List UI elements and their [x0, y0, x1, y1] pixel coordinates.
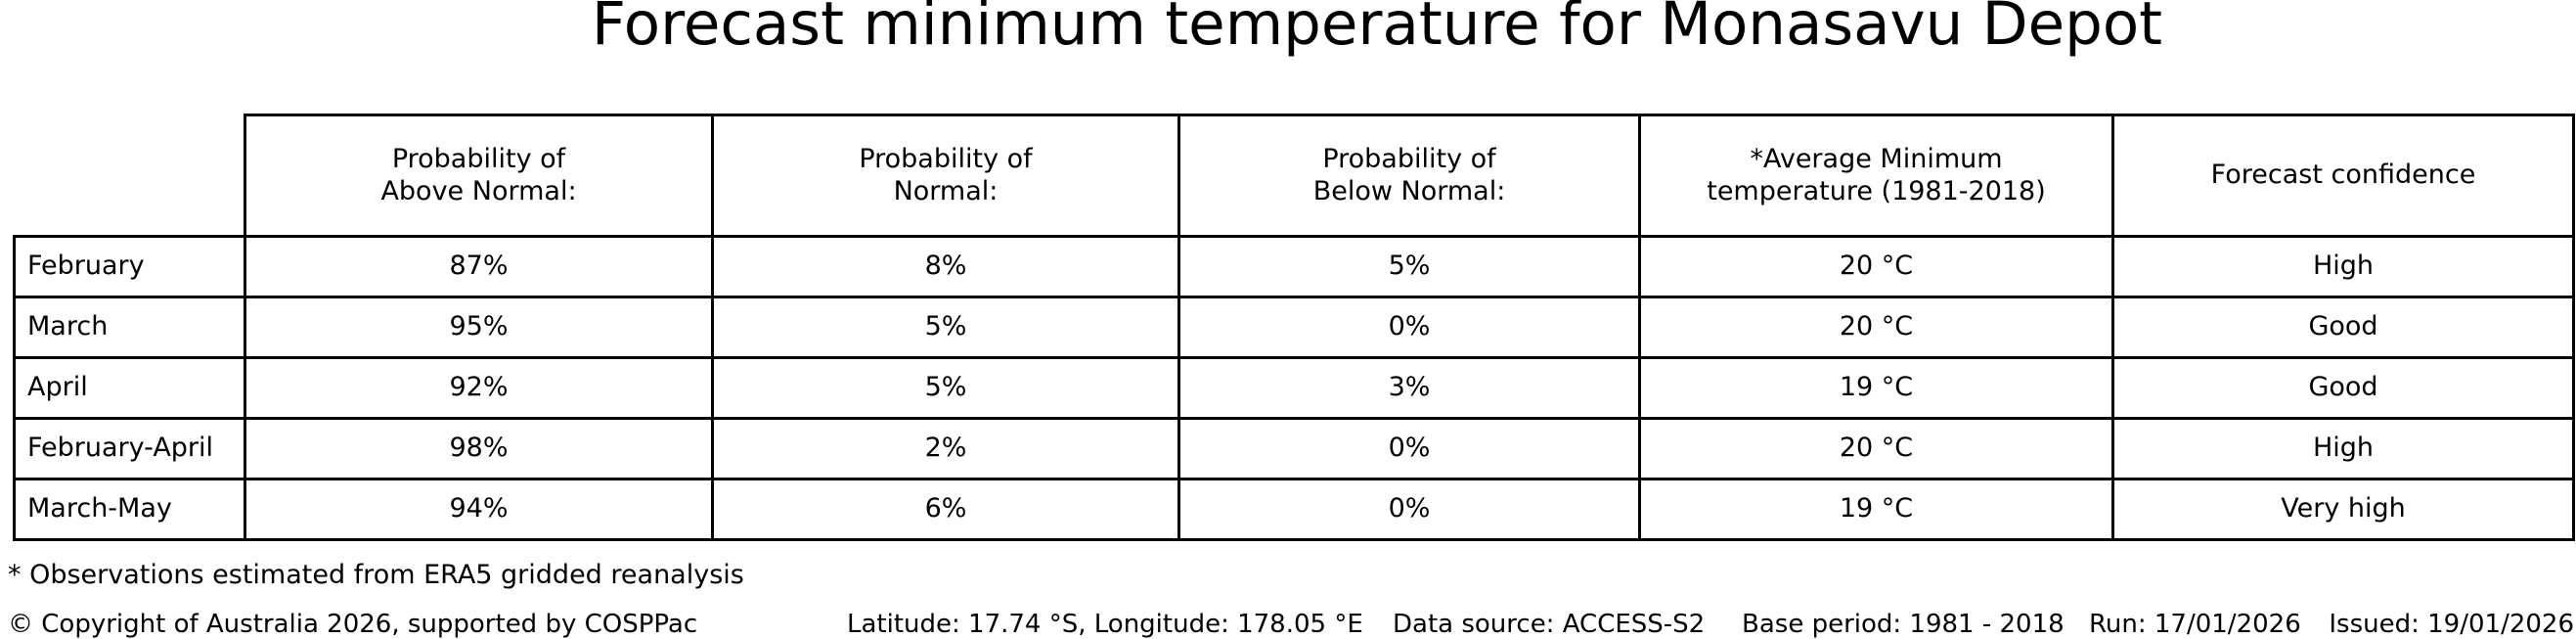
cell-forecast-confidence: Good: [2111, 356, 2575, 420]
table-row-february: February 87% 8% 5% 20 °C High: [13, 235, 2575, 298]
cell-average-minimum: 19 °C: [1638, 478, 2114, 541]
column-header-forecast-confidence: Forecast confidence: [2111, 114, 2575, 238]
row-label: February-April: [13, 417, 246, 480]
cell-normal: 5%: [711, 356, 1180, 420]
cell-below-normal: 0%: [1177, 417, 1641, 480]
run-date-label: Run: 17/01/2026: [2089, 610, 2301, 639]
base-period-label: Base period: 1981 - 2018: [1742, 610, 2065, 639]
cell-below-normal: 3%: [1177, 356, 1641, 420]
table-row-february-april: February-April 98% 2% 0% 20 °C High: [13, 417, 2575, 480]
issued-date-label: Issued: 19/01/2026: [2329, 610, 2574, 639]
cell-above-normal: 92%: [244, 356, 714, 420]
table-row-march-may: March-May 94% 6% 0% 19 °C Very high: [13, 478, 2575, 541]
cell-forecast-confidence: High: [2111, 417, 2575, 480]
cell-above-normal: 94%: [244, 478, 714, 541]
forecast-table: Probability of Above Normal: Probability…: [13, 114, 2575, 541]
table-header-row: Probability of Above Normal: Probability…: [15, 114, 2575, 238]
cell-below-normal: 0%: [1177, 296, 1641, 359]
cell-normal: 5%: [711, 296, 1180, 359]
cell-above-normal: 95%: [244, 296, 714, 359]
page-title: Forecast minimum temperature for Monasav…: [591, 0, 2163, 59]
data-source-label: Data source: ACCESS-S2: [1393, 610, 1706, 639]
cell-above-normal: 87%: [244, 235, 714, 298]
row-label: February: [13, 235, 246, 298]
cell-normal: 8%: [711, 235, 1180, 298]
cell-average-minimum: 20 °C: [1638, 417, 2114, 480]
cell-normal: 6%: [711, 478, 1180, 541]
cell-forecast-confidence: Very high: [2111, 478, 2575, 541]
corner-cell: [15, 115, 245, 237]
cell-forecast-confidence: Good: [2111, 296, 2575, 359]
cell-normal: 2%: [711, 417, 1180, 480]
cell-below-normal: 5%: [1177, 235, 1641, 298]
cell-average-minimum: 19 °C: [1638, 356, 2114, 420]
column-header-average-minimum: *Average Minimum temperature (1981-2018): [1638, 114, 2114, 238]
column-header-normal: Probability of Normal:: [711, 114, 1180, 238]
row-label: March-May: [13, 478, 246, 541]
copyright-text: © Copyright of Australia 2026, supported…: [8, 610, 698, 639]
cell-above-normal: 98%: [244, 417, 714, 480]
observations-footnote: * Observations estimated from ERA5 gridd…: [8, 560, 744, 590]
cell-average-minimum: 20 °C: [1638, 235, 2114, 298]
column-header-below-normal: Probability of Below Normal:: [1177, 114, 1641, 238]
location-coordinates: Latitude: 17.74 °S, Longitude: 178.05 °E: [847, 610, 1363, 639]
row-label: March: [13, 296, 246, 359]
table-row-march: March 95% 5% 0% 20 °C Good: [13, 296, 2575, 359]
cell-below-normal: 0%: [1177, 478, 1641, 541]
column-header-above-normal: Probability of Above Normal:: [244, 114, 714, 238]
table-row-april: April 92% 5% 3% 19 °C Good: [13, 356, 2575, 420]
row-label: April: [13, 356, 246, 420]
cell-average-minimum: 20 °C: [1638, 296, 2114, 359]
cell-forecast-confidence: High: [2111, 235, 2575, 298]
